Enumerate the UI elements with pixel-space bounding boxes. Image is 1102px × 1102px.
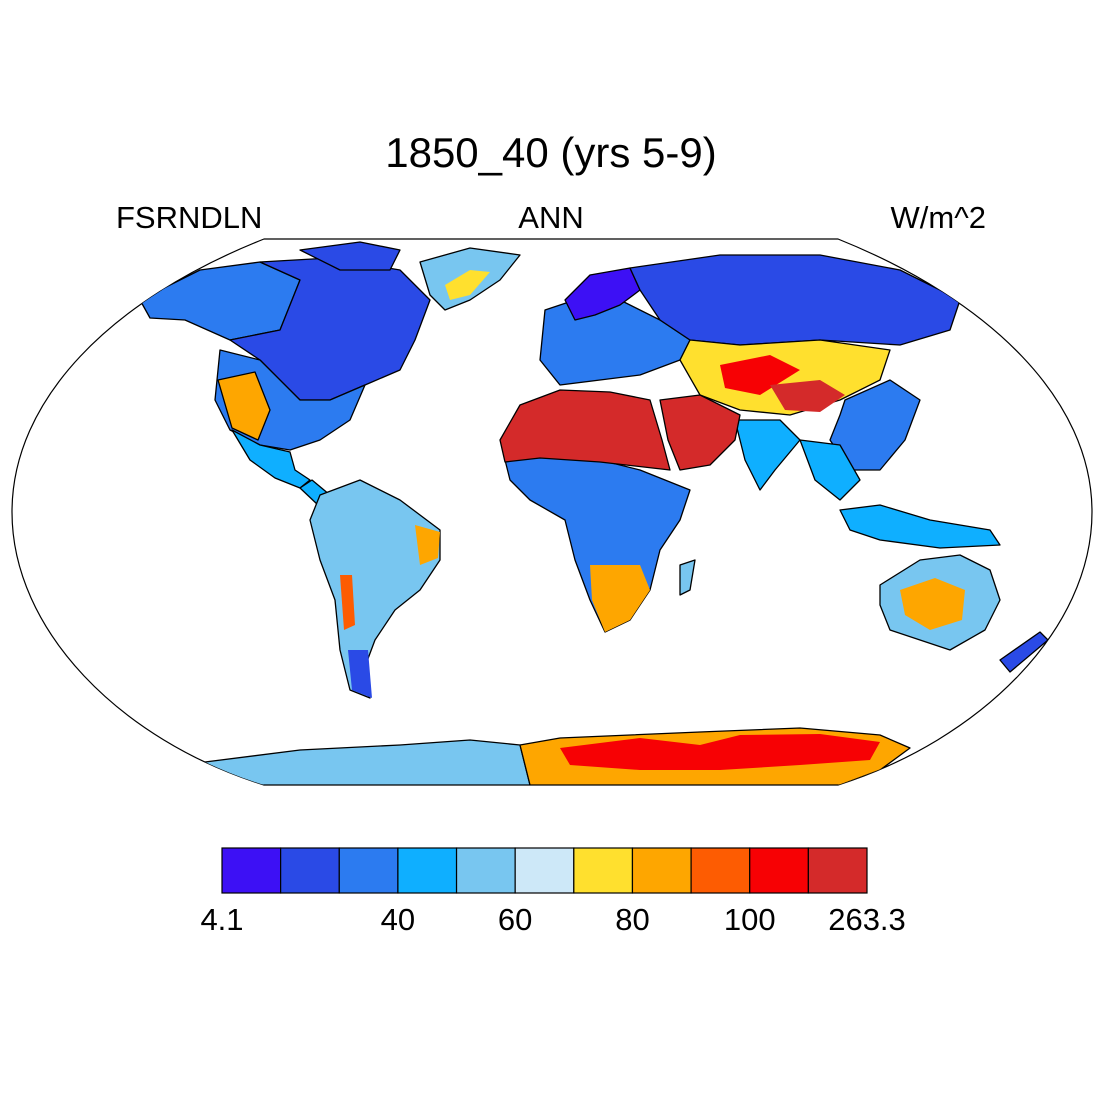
colorbar-label-2: 60: [497, 902, 533, 937]
colorbar-box-5: [514, 847, 575, 894]
colorbar-box-2: [338, 847, 399, 894]
colorbar-box-0: [221, 847, 282, 894]
region-australia-interior: [900, 578, 965, 630]
region-arctic-islands: [299, 241, 401, 271]
colorbar-box-3: [397, 847, 458, 894]
units-label: W/m^2: [890, 200, 986, 235]
region-arabia: [659, 394, 741, 471]
region-scandinavia: [564, 267, 641, 321]
region-us-west: [217, 371, 271, 441]
figure-title: 1850_40 (yrs 5-9): [385, 129, 717, 176]
region-india: [734, 419, 801, 491]
colorbar-box-1: [280, 847, 340, 894]
region-southern-africa: [590, 565, 650, 632]
region-mexico: [231, 429, 311, 489]
region-sa-northeast: [415, 525, 440, 565]
region-tibet: [770, 380, 845, 412]
region-greenland-core: [445, 270, 490, 300]
colorbar-label-5: 263.3: [828, 902, 906, 937]
colorbar-label-3: 80: [615, 902, 650, 937]
colorbar-box-8: [690, 847, 751, 894]
region-siberia: [629, 254, 961, 346]
period-label: ANN: [518, 200, 584, 235]
colorbar-label-0: 4.1: [200, 902, 244, 937]
colorbar-label-1: 40: [380, 902, 416, 937]
region-southeast-asia: [799, 439, 861, 501]
variable-label: FSRNDLN: [116, 200, 263, 235]
region-patagonia: [348, 650, 372, 698]
colorbar-label-4: 100: [723, 902, 776, 937]
region-indonesia: [839, 504, 1001, 549]
colorbar-box-4: [455, 847, 516, 894]
colorbar-box-7: [631, 847, 692, 894]
colorbar-box-10: [807, 847, 868, 894]
region-antarctica-east-hot: [560, 734, 880, 770]
region-sahara: [499, 389, 671, 471]
region-east-asia: [829, 379, 921, 471]
colorbar-box-6: [573, 847, 634, 894]
region-andes-dry: [340, 575, 355, 630]
region-central-asia-hot: [720, 355, 800, 395]
region-madagascar: [679, 559, 696, 596]
colorbar-box-9: [749, 847, 809, 894]
